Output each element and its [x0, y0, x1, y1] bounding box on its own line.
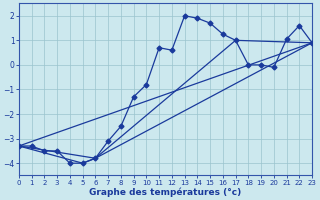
X-axis label: Graphe des températures (°c): Graphe des températures (°c) — [89, 187, 242, 197]
